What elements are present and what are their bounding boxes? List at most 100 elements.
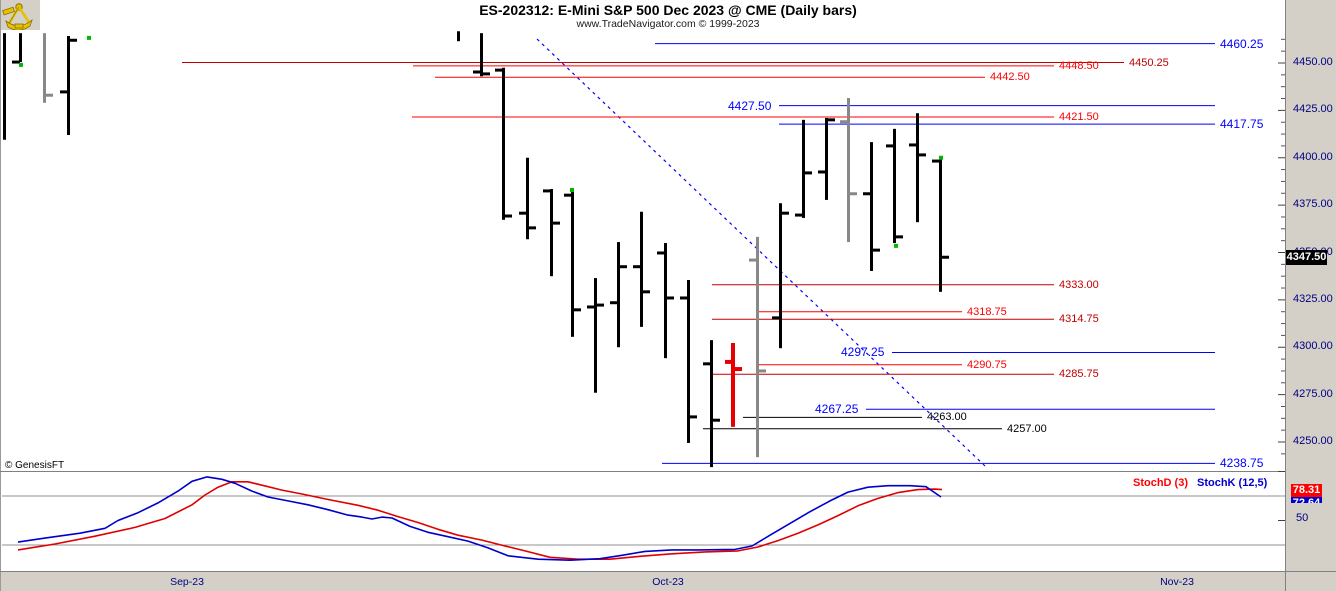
bar-range <box>640 211 643 327</box>
bar-range <box>594 278 597 393</box>
open-tick <box>12 60 20 64</box>
close-tick <box>69 38 77 42</box>
ohlc-bar <box>749 236 766 458</box>
open-tick <box>633 265 641 269</box>
open-tick <box>657 251 665 255</box>
close-tick <box>781 211 789 215</box>
bar-range <box>664 243 667 359</box>
signal-marker <box>894 243 898 248</box>
stochk-legend-label[interactable]: StochK (12,5) <box>1197 477 1268 489</box>
last-price-badge: 4347.50 <box>1286 250 1327 265</box>
bar-range <box>847 98 850 243</box>
ohlc-bar <box>3 33 6 140</box>
open-tick <box>473 70 481 74</box>
ohlc-bar <box>519 157 536 240</box>
signal-marker <box>87 35 91 40</box>
bar-range <box>802 119 805 218</box>
signal-marker <box>570 187 574 192</box>
close-tick <box>573 308 581 312</box>
close-tick <box>528 226 536 230</box>
open-tick <box>886 144 894 148</box>
bar-range <box>687 279 690 443</box>
bar-range <box>617 242 620 348</box>
bar-range <box>571 191 574 337</box>
close-tick <box>642 290 650 294</box>
close-tick <box>849 192 857 196</box>
bar-range <box>457 31 460 42</box>
ohlc-bar <box>12 33 22 64</box>
ohlc-bar <box>680 279 697 443</box>
ohlc-bar <box>543 189 560 277</box>
open-tick <box>610 301 618 305</box>
close-tick <box>689 415 697 419</box>
bar-range <box>731 342 735 427</box>
open-tick <box>863 192 871 196</box>
trendline[interactable] <box>536 38 986 467</box>
close-tick <box>596 303 604 307</box>
logo-area <box>0 0 40 31</box>
bar-range <box>19 33 22 63</box>
bar-range <box>502 67 505 220</box>
open-tick <box>680 296 688 300</box>
stochd-legend-label[interactable]: StochD (3) <box>1133 477 1188 489</box>
signal-marker <box>19 62 23 67</box>
stochk-line <box>17 476 942 562</box>
bar-range <box>550 189 553 277</box>
bar-range <box>710 340 713 468</box>
stoch-axis-50-label: 50 <box>1296 512 1309 524</box>
ohlc-bar <box>703 340 720 468</box>
open-tick <box>60 90 68 94</box>
ohlc-bar <box>886 128 903 244</box>
ohlc-bar <box>863 142 880 271</box>
ohlc-bar <box>840 98 857 243</box>
close-tick <box>895 235 903 239</box>
open-tick <box>818 170 826 174</box>
close-tick <box>734 367 742 372</box>
close-tick <box>827 118 835 122</box>
chart-title: ES-202312: E-Mini S&P 500 Dec 2023 @ CME… <box>479 2 857 18</box>
ohlc-bar <box>473 33 490 77</box>
ohlc-bar <box>564 191 581 337</box>
ohlc-bar <box>457 31 460 42</box>
ohlc-bar <box>495 67 512 220</box>
ohlc-bar <box>932 159 949 292</box>
genesis-logo-icon <box>2 3 33 31</box>
stochk-value-text: 72.64 <box>1292 497 1321 503</box>
open-tick <box>703 362 711 366</box>
close-tick <box>552 221 560 225</box>
close-tick <box>941 255 949 259</box>
bar-range <box>67 35 70 136</box>
open-tick <box>587 305 595 309</box>
bar-range <box>870 142 873 271</box>
close-tick <box>504 214 512 218</box>
bar-range <box>526 157 529 240</box>
close-tick <box>666 296 674 300</box>
bar-range <box>779 203 782 349</box>
open-tick <box>909 143 917 147</box>
bar-range <box>825 117 828 200</box>
open-tick <box>749 258 757 262</box>
ohlc-bar <box>633 211 650 327</box>
stochk-value-badge: 72.64 <box>1291 497 1322 503</box>
stochd-value-badge: 78.31 <box>1291 484 1322 497</box>
bar-range <box>939 159 942 292</box>
ohlc-bar <box>43 33 53 103</box>
close-tick <box>758 369 766 373</box>
ohlc-bar <box>772 203 789 349</box>
bar-range <box>43 33 46 103</box>
date-axis-strip <box>0 572 1336 591</box>
close-tick <box>918 153 926 157</box>
open-tick <box>519 211 527 215</box>
open-tick <box>932 159 940 163</box>
bar-range <box>916 113 919 223</box>
open-tick <box>543 189 551 193</box>
open-tick <box>725 359 733 364</box>
close-tick <box>872 248 880 252</box>
close-tick <box>482 72 490 76</box>
bar-range <box>756 236 759 458</box>
open-tick <box>772 316 780 320</box>
close-tick <box>45 93 53 97</box>
close-tick <box>804 171 812 175</box>
